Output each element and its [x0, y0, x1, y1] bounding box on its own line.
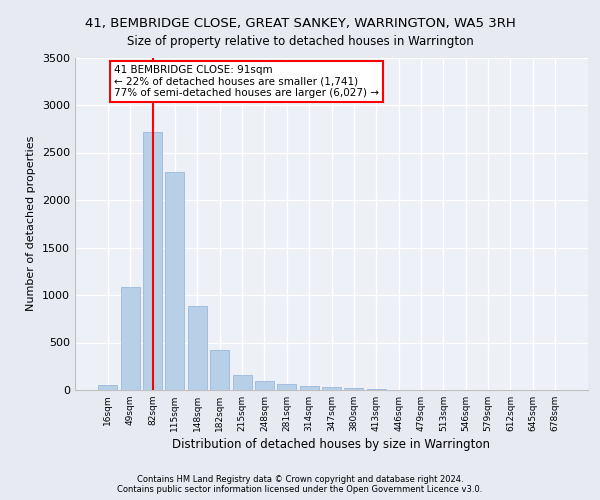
X-axis label: Distribution of detached houses by size in Warrington: Distribution of detached houses by size …: [173, 438, 491, 451]
Bar: [188, 306, 207, 390]
Bar: [344, 388, 364, 390]
Bar: [121, 288, 140, 390]
Text: Size of property relative to detached houses in Warrington: Size of property relative to detached ho…: [127, 35, 473, 48]
Bar: [367, 389, 386, 390]
Text: 41 BEMBRIDGE CLOSE: 91sqm
← 22% of detached houses are smaller (1,741)
77% of se: 41 BEMBRIDGE CLOSE: 91sqm ← 22% of detac…: [114, 65, 379, 98]
Bar: [233, 375, 251, 390]
Text: 41, BEMBRIDGE CLOSE, GREAT SANKEY, WARRINGTON, WA5 3RH: 41, BEMBRIDGE CLOSE, GREAT SANKEY, WARRI…: [85, 18, 515, 30]
Bar: [210, 350, 229, 390]
Text: Contains public sector information licensed under the Open Government Licence v3: Contains public sector information licen…: [118, 485, 482, 494]
Bar: [322, 388, 341, 390]
Bar: [166, 172, 184, 390]
Text: Contains HM Land Registry data © Crown copyright and database right 2024.: Contains HM Land Registry data © Crown c…: [137, 475, 463, 484]
Bar: [143, 132, 162, 390]
Bar: [277, 384, 296, 390]
Y-axis label: Number of detached properties: Number of detached properties: [26, 136, 37, 312]
Bar: [255, 380, 274, 390]
Bar: [98, 385, 118, 390]
Bar: [299, 386, 319, 390]
